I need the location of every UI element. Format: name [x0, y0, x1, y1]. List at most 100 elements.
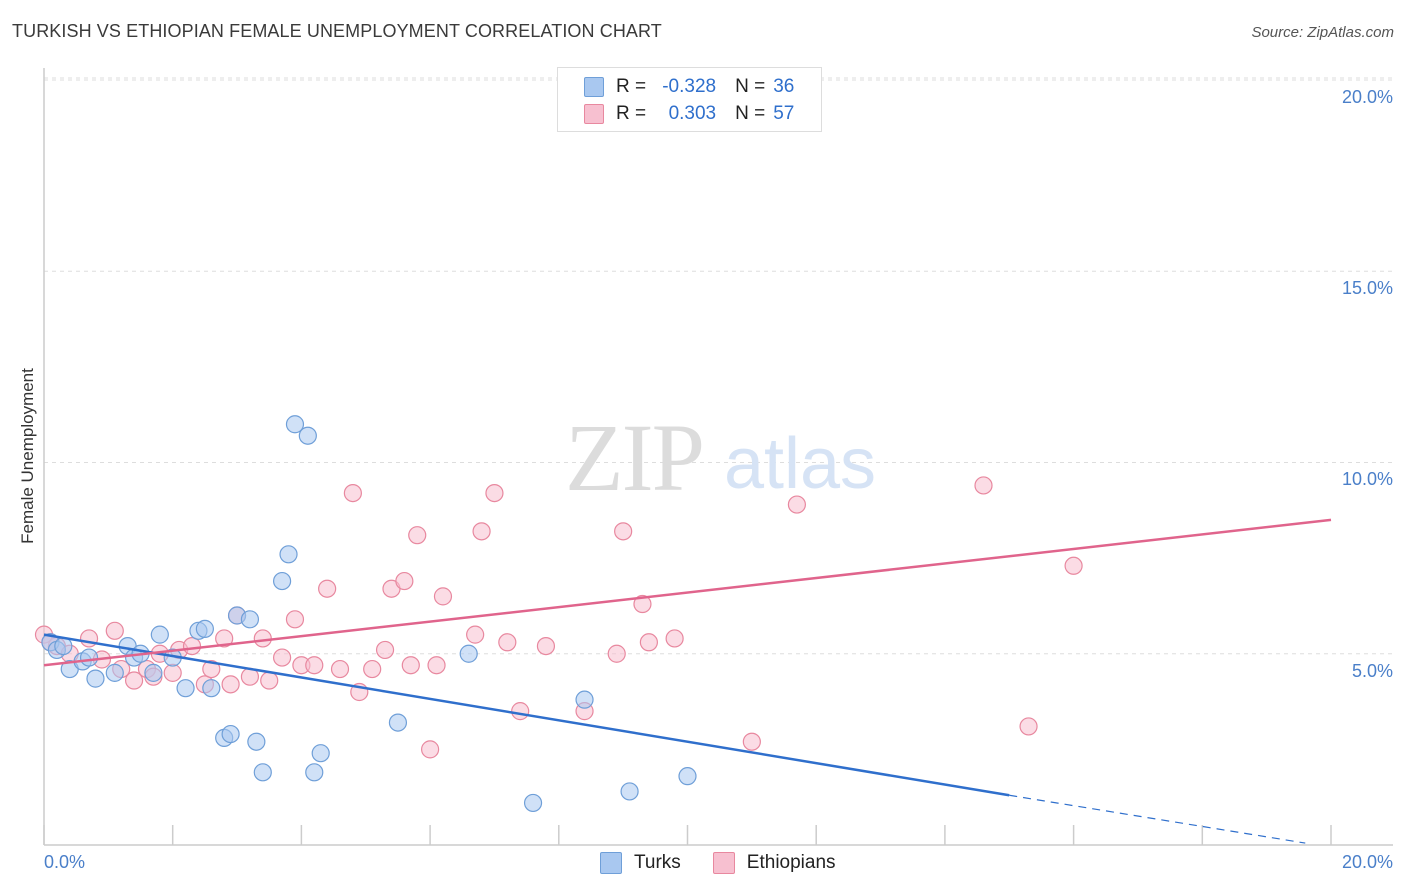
n-value: 57 — [773, 103, 795, 124]
trend-lines — [43, 518, 1332, 844]
ethiopians-point — [363, 659, 382, 679]
source-label: Source: ZipAtlas.com — [1251, 24, 1394, 41]
r-label: R = — [616, 103, 647, 124]
turks-point — [388, 713, 408, 732]
r-value: 0.303 — [668, 103, 717, 124]
x-tick-label-min: 0.0% — [44, 852, 86, 872]
ethiopians-point — [665, 629, 684, 648]
ethiopians-point — [498, 633, 517, 652]
ethiopians-point — [536, 636, 556, 656]
ethiopians-point — [260, 671, 279, 690]
ethiopians-point — [202, 659, 221, 679]
ethiopians-point — [285, 610, 305, 629]
ethiopians-point — [318, 579, 337, 598]
ethiopians-point — [221, 675, 240, 694]
turks-point — [105, 663, 124, 682]
turks-point — [285, 415, 305, 434]
ethiopians-point — [472, 522, 491, 541]
turks-point — [54, 636, 73, 656]
ethiopians-point — [408, 526, 427, 545]
ethiopians-point — [433, 587, 453, 606]
ethiopians-point — [272, 648, 292, 667]
ethiopians-point — [343, 484, 362, 503]
y-tick-label: 20.0% — [1341, 87, 1393, 107]
ethiopians-point — [427, 656, 446, 675]
ethiopians-point — [639, 633, 658, 652]
gridlines — [44, 77, 1393, 655]
turks-trend-extension — [1009, 794, 1306, 844]
ethiopians-point — [1064, 556, 1083, 575]
y-tick-label: 5.0% — [1351, 661, 1393, 681]
turks-point — [176, 679, 195, 698]
turks-point — [79, 648, 99, 667]
r-value: -0.328 — [662, 76, 717, 97]
ethiopians-point — [105, 621, 124, 640]
ethiopians-point — [330, 659, 350, 679]
y-tick-label: 15.0% — [1341, 278, 1393, 298]
turks-point — [311, 744, 330, 763]
legend-row-turks: R = -0.328 N = 36 — [584, 76, 794, 98]
chart-title: TURKISH VS ETHIOPIAN FEMALE UNEMPLOYMENT… — [12, 21, 662, 41]
ethiopians-point — [485, 484, 504, 503]
turks-swatch — [584, 77, 604, 97]
watermark: ZIP atlas — [565, 404, 876, 511]
ethiopians-point — [742, 732, 761, 751]
turks-points — [41, 415, 697, 813]
ethiopians-point — [215, 629, 234, 648]
turks-point — [150, 625, 169, 644]
turks-point — [298, 426, 317, 445]
legend-item-turks[interactable]: Turks — [600, 852, 681, 874]
watermark-zip: ZIP — [565, 404, 703, 511]
ethiopians-point — [974, 476, 993, 495]
turks-point — [144, 663, 163, 682]
turks-swatch — [600, 852, 622, 874]
stats-legend: R = -0.328 N = 36 R = 0.303 N = 57 — [557, 67, 822, 132]
legend-item-ethiopians[interactable]: Ethiopians — [712, 852, 836, 874]
ethiopians-point — [401, 656, 420, 675]
series-legend: Turks Ethiopians — [600, 852, 868, 874]
turks-point — [86, 669, 105, 688]
n-label: N = — [735, 103, 766, 124]
turks-point — [240, 610, 260, 629]
turks-point — [305, 763, 324, 782]
ethiopians-point — [787, 495, 806, 514]
turks-point — [221, 724, 240, 744]
turks-point — [678, 767, 697, 786]
ethiopians-point — [375, 640, 395, 660]
ethiopians-point — [633, 594, 652, 614]
turks-point — [575, 690, 594, 709]
n-value: 36 — [773, 76, 795, 97]
ethiopians-point — [124, 671, 144, 690]
turks-point — [459, 644, 478, 663]
x-tick-label-max: 20.0% — [1341, 852, 1393, 872]
ethiopians-point — [79, 629, 99, 648]
watermark-atlas: atlas — [724, 424, 876, 504]
turks-point — [620, 782, 639, 801]
turks-point — [272, 571, 292, 591]
ethiopians-point — [607, 644, 626, 663]
turks-point — [195, 619, 214, 638]
legend-label-ethiopians: Ethiopians — [746, 852, 836, 873]
ethiopians-point — [1019, 717, 1038, 736]
legend-label-turks: Turks — [634, 852, 681, 873]
ethiopians-point — [466, 625, 485, 644]
y-tick-label: 10.0% — [1341, 469, 1393, 489]
ethiopians-points — [34, 476, 1083, 759]
turks-point — [202, 679, 221, 698]
ethiopians-point — [182, 636, 202, 656]
turks-point — [247, 732, 266, 751]
ethiopians-swatch — [584, 104, 604, 124]
n-label: N = — [735, 76, 766, 97]
ethiopians-point — [395, 571, 414, 591]
ethiopians-point — [305, 656, 324, 675]
ethiopians-trend-line — [43, 518, 1332, 667]
ethiopians-point — [421, 740, 440, 759]
turks-trend-line — [43, 633, 1010, 797]
ethiopians-point — [511, 702, 530, 721]
legend-row-ethiopians: R = 0.303 N = 57 — [584, 103, 794, 125]
turks-point — [523, 793, 543, 813]
turks-point — [279, 545, 298, 564]
ethiopians-swatch — [712, 852, 735, 874]
ethiopians-point — [163, 663, 182, 682]
